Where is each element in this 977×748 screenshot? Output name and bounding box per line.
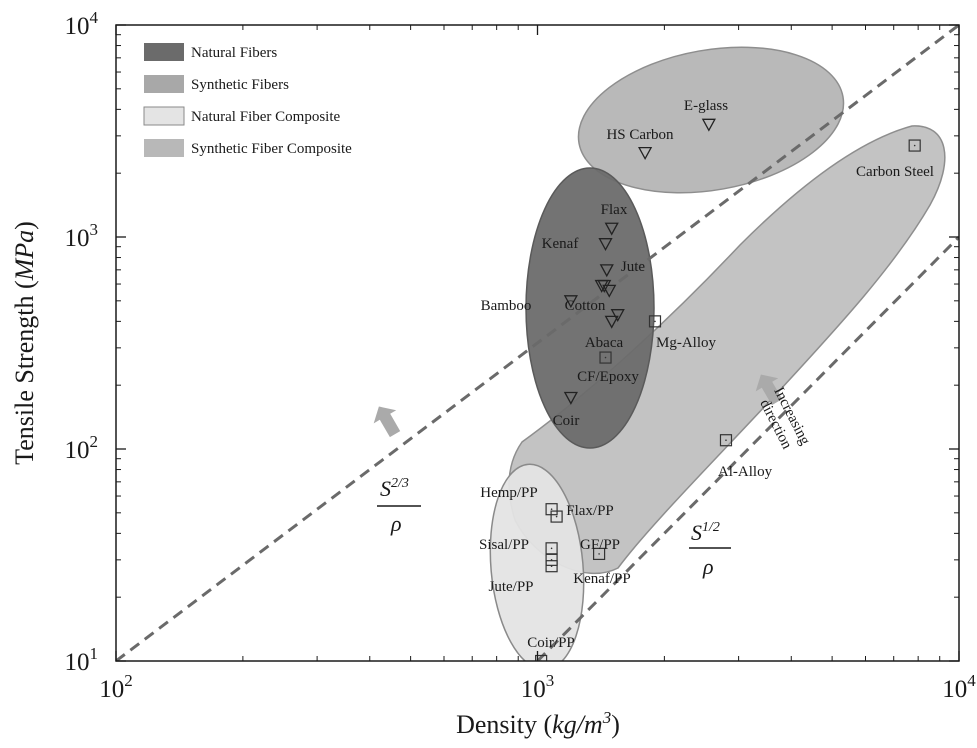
synthetic-fiber-composite-point-al-alloy bbox=[719, 434, 733, 447]
natural-fibers-point-coir bbox=[563, 391, 578, 405]
natural-fibers-point-jute-label: Jute bbox=[621, 259, 646, 275]
natural-fiber-composite-point-jute-pp-label: Jute/PP bbox=[488, 579, 533, 595]
synthetic-fibers-point-hs-carbon-label: HS Carbon bbox=[606, 127, 674, 143]
natural-fiber-composite-point-flax-pp bbox=[550, 510, 563, 523]
guide-line-2 bbox=[536, 235, 959, 661]
synthetic-fiber-composite-point-gf-pp-label: GF/PP bbox=[580, 537, 620, 553]
natural-fibers-point-jute bbox=[599, 264, 614, 278]
legend-label-synthetic-fibers: Synthetic Fibers bbox=[191, 77, 289, 93]
natural-fiber-composite-point-jute-pp bbox=[545, 560, 558, 573]
synthetic-fiber-composite-point-cf-epoxy-dot bbox=[604, 356, 607, 359]
y-tick-label: 101 bbox=[65, 644, 99, 676]
synthetic-fiber-composite-point-gf-pp bbox=[592, 547, 606, 561]
synthetic-fiber-composite-point-carbon-steel-dot bbox=[913, 144, 916, 147]
natural-fibers-point-bamboo-label: Bamboo bbox=[481, 298, 532, 314]
marker-layer bbox=[535, 118, 921, 661]
natural-fiber-composite-point-kenaf-pp bbox=[545, 553, 558, 566]
region-layer bbox=[489, 46, 946, 661]
synthetic-fiber-composite-point-mg-alloy-label: Mg-Alloy bbox=[656, 335, 717, 351]
synthetic-fiber-composite-point-cf-epoxy-label: CF/Epoxy bbox=[577, 369, 639, 385]
natural-fibers-point-flax bbox=[604, 222, 619, 236]
synthetic-fiber-composite-point-mg-alloy-dot bbox=[654, 320, 656, 323]
synthetic-fibers-point-e-glass-label: E-glass bbox=[684, 98, 728, 114]
x-tick-label: 103 bbox=[521, 671, 555, 703]
region-natural-fiber-composite bbox=[489, 463, 585, 661]
increasing-direction-arrow-right bbox=[755, 374, 783, 406]
legend: Natural Fibers Synthetic Fibers Natural Fi… bbox=[143, 43, 352, 157]
natural-fibers-point-cotton-label: Cotton bbox=[565, 298, 606, 314]
guide-line-layer bbox=[116, 25, 959, 661]
x-axis-title: Density (kg/m3) bbox=[456, 708, 620, 739]
legend-swatch-synthetic-fiber-composite bbox=[144, 139, 184, 157]
legend-swatch-synthetic-fibers bbox=[144, 75, 184, 93]
natural-fiber-composite-point-kenaf-pp-label: Kenaf/PP bbox=[573, 571, 631, 587]
natural-fiber-composite-point-flax-pp-label: Flax/PP bbox=[566, 503, 614, 519]
natural-fibers-point-cotton bbox=[610, 309, 625, 323]
natural-fibers-point-abaca bbox=[604, 315, 619, 329]
natural-fibers-point-coir-label: Coir bbox=[553, 413, 580, 429]
point-label-layer: Flax Kenaf Jute Bamboo Cotton Abaca Coir E-glas… bbox=[479, 98, 934, 651]
y-axis-title: Tensile Strength (MPa) bbox=[10, 221, 39, 465]
synthetic-fibers-point-e-glass bbox=[701, 118, 716, 132]
synthetic-fiber-composite-point-al-alloy-dot bbox=[725, 439, 727, 442]
slope1-denominator: ρ bbox=[390, 511, 402, 536]
natural-fiber-composite-point-hemp-pp-dot bbox=[550, 508, 553, 511]
natural-fibers-point-kenaf-label: Kenaf bbox=[542, 236, 579, 252]
arrow-layer bbox=[373, 374, 783, 438]
natural-fiber-composite-point-flax-pp-dot bbox=[555, 515, 558, 518]
slope2-denominator: ρ bbox=[702, 554, 714, 579]
natural-fibers-point-5 bbox=[602, 284, 617, 298]
natural-fiber-composite-point-jute-pp-dot bbox=[550, 565, 553, 568]
natural-fiber-composite-point-hemp-pp-label: Hemp/PP bbox=[480, 485, 538, 501]
natural-fiber-composite-point-sisal-pp-dot bbox=[550, 547, 553, 550]
synthetic-fiber-composite-point-gf-pp-dot bbox=[598, 553, 600, 555]
legend-label-synthetic-fiber-composite: Synthetic Fiber Composite bbox=[191, 141, 352, 157]
synthetic-fibers-point-hs-carbon bbox=[638, 146, 653, 160]
natural-fiber-composite-point-sisal-pp-label: Sisal/PP bbox=[479, 537, 529, 553]
slope1-numerator: S2/3 bbox=[380, 476, 409, 501]
natural-fibers-point-4 bbox=[597, 279, 612, 293]
region-synthetic-fibers bbox=[577, 46, 845, 194]
guide-line-1 bbox=[116, 25, 959, 661]
natural-fiber-composite-point-coir-pp-label: Coir/PP bbox=[527, 635, 575, 651]
natural-fibers-point-flax-label: Flax bbox=[601, 202, 628, 218]
synthetic-fiber-composite-point-carbon-steel bbox=[908, 139, 921, 152]
y-tick-label: 104 bbox=[65, 8, 99, 40]
slope2-numerator: S1/2 bbox=[691, 520, 720, 545]
increasing-direction-arrow-left bbox=[373, 406, 401, 438]
synthetic-fiber-composite-point-al-alloy-label: Al-Alloy bbox=[718, 464, 773, 480]
x-tick-label: 104 bbox=[942, 671, 976, 703]
x-tick-label: 102 bbox=[99, 671, 133, 703]
synthetic-fiber-composite-point-mg-alloy bbox=[648, 315, 662, 328]
synthetic-fiber-composite-point-carbon-steel-label: Carbon Steel bbox=[856, 164, 934, 180]
region-natural-fibers bbox=[525, 167, 655, 449]
legend-swatch-natural-fiber-composite bbox=[143, 106, 185, 126]
natural-fibers-point-bamboo bbox=[563, 295, 578, 309]
natural-fibers-point-kenaf bbox=[598, 238, 613, 252]
natural-fibers-point-abaca-label: Abaca bbox=[585, 335, 624, 351]
synthetic-fiber-composite-point-cf-epoxy bbox=[599, 351, 612, 364]
y-tick-label: 103 bbox=[65, 220, 99, 252]
legend-swatch-natural-fibers bbox=[144, 43, 184, 61]
y-tick-label: 102 bbox=[65, 432, 99, 464]
legend-label-natural-fiber-composite: Natural Fiber Composite bbox=[191, 109, 340, 125]
legend-label-natural-fibers: Natural Fibers bbox=[191, 45, 277, 61]
natural-fiber-composite-point-coir-pp bbox=[535, 654, 548, 661]
